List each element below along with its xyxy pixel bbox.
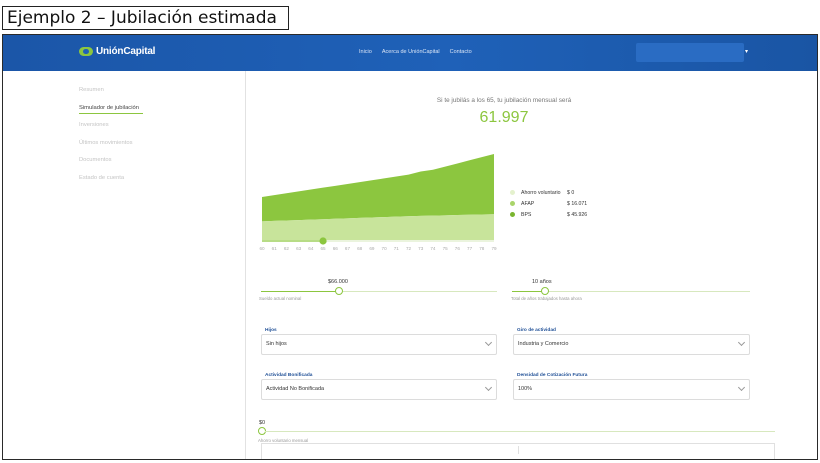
years-slider-track[interactable] [545,291,750,292]
nav-link-acerca[interactable]: Acerca de UniónCapital [381,49,440,55]
bottom-panel [261,443,775,459]
hijos-label: Hijos [264,328,278,333]
sidebar-item-label: Simulador de jubilación [79,104,139,111]
actividad-label: Actividad Bonificada [264,373,314,378]
chevron-down-icon [484,338,493,347]
legend-value: $ 16.071 [567,200,588,207]
sidebar-item-simulador[interactable]: Simulador de jubilación [79,105,239,123]
x-tick-label: 65 [320,246,326,251]
x-tick-label: 63 [296,246,302,251]
densidad-value: 100% [518,386,533,392]
salary-slider-track[interactable] [338,291,497,292]
top-navbar: UniónCapital Inicio Acerca de UniónCapit… [3,35,817,71]
giro-value: Industria y Comercio [518,341,569,347]
sidebar-divider [245,71,246,459]
user-menu-caret-icon[interactable]: ▾ [745,49,749,55]
x-tick-label: 79 [491,246,497,251]
hijos-select[interactable]: Hijos Sin hijos [261,328,497,355]
x-tick-label: 67 [345,246,351,251]
actividad-select[interactable]: Actividad Bonificada Actividad No Bonifi… [261,373,497,400]
pension-amount: 61.997 [479,109,529,126]
x-tick-label: 71 [394,246,400,251]
selected-age-handle [319,237,327,245]
x-tick-label: 70 [382,246,388,251]
legend-dot-afap [510,201,515,206]
years-slider-handle[interactable] [541,287,550,295]
sidebar-item-inversiones[interactable]: Inversiones [79,122,109,128]
x-tick-label: 68 [357,246,363,251]
actividad-value: Actividad No Bonificada [266,386,325,392]
result-headline: Si te jubilás a los 65, tu jubilación me… [436,97,572,104]
logo[interactable]: UniónCapital [79,46,155,57]
x-tick-label: 77 [467,246,473,251]
chart-legend: Ahorro voluntario $ 0 AFAP $ 16.071 BPS … [510,187,587,220]
x-tick-label: 69 [369,246,375,251]
x-tick-label: 60 [259,246,265,251]
nav-link-inicio[interactable]: Inicio [359,49,372,55]
x-tick-label: 78 [479,246,485,251]
salary-slider-value: $66.000 [328,279,348,285]
giro-label: Giro de actividad [516,328,557,333]
legend-label: AFAP [521,200,535,207]
legend-item-bps: BPS $ 45.926 [510,209,587,220]
ahorro-voluntario-value: $0 [259,420,266,426]
giro-select[interactable]: Giro de actividad Industria y Comercio [513,328,750,355]
densidad-label: Densidad de Cotización Futura [516,373,589,378]
user-menu[interactable] [636,43,744,62]
sidebar-item-estado-cuenta[interactable]: Estado de cuenta [79,174,125,181]
series-area-afap [262,214,494,240]
salary-slider-handle[interactable] [334,287,343,295]
x-tick-label: 62 [284,246,290,251]
caption-box: Ejemplo 2 – Jubilación estimada [2,6,289,30]
legend-dot-ahorro [510,190,515,195]
sidebar-item-documentos[interactable]: Documentos [79,157,112,163]
x-tick-label: 73 [418,246,424,251]
legend-value: $ 45.926 [567,211,588,218]
series-area-bps [262,154,494,222]
x-tick-label: 74 [430,246,436,251]
chevron-down-icon [737,383,746,392]
x-tick-label: 61 [272,246,278,251]
hijos-value: Sin hijos [266,341,287,347]
ahorro-voluntario-slider-track[interactable] [265,431,775,432]
sidebar-item-resumen[interactable]: Resumen [79,87,104,93]
projection-area-chart[interactable]: 60 61 62 63 64 65 66 67 68 69 70 71 72 73 74 75 76 77 78 79 [258,150,498,254]
legend-item-afap: AFAP $ 16.071 [510,198,587,209]
salary-slider-fill [261,291,339,292]
x-tick-label: 75 [443,246,449,251]
legend-label: BPS [521,211,532,218]
caption-title: Ejemplo 2 – Jubilación estimada [7,8,277,28]
years-slider-caption: Total de años trabajados hasta ahora [511,296,582,301]
sidebar-item-movimientos[interactable]: Últimos movimientos [79,139,133,146]
chevron-down-icon [737,338,746,347]
x-tick-label: 66 [333,246,339,251]
main-nav: Inicio Acerca de UniónCapital Contacto [359,49,472,55]
x-tick-label: 72 [406,246,412,251]
browser-frame: UniónCapital Inicio Acerca de UniónCapit… [2,34,818,460]
active-underline [79,112,143,114]
chevron-down-icon [484,383,493,392]
legend-value: $ 0 [567,189,575,196]
x-tick-label: 64 [308,246,314,251]
salary-slider-caption: Sueldo actual nominal [259,296,302,301]
bottom-panel-divider [518,446,519,454]
nav-link-contacto[interactable]: Contacto [449,49,472,55]
densidad-select[interactable]: Densidad de Cotización Futura 100% [513,373,750,400]
logo-mark-icon [79,47,93,56]
years-slider-value: 10 años [532,279,552,285]
legend-label: Ahorro voluntario [521,189,561,196]
sidebar: Resumen Simulador de jubilación Inversio… [79,87,239,192]
x-tick-label: 76 [455,246,461,251]
years-slider-fill [512,291,546,292]
legend-dot-bps [510,212,515,217]
ahorro-voluntario-caption: Ahorro voluntario mensual [258,438,309,443]
legend-item-ahorro: Ahorro voluntario $ 0 [510,187,587,198]
logo-text: UniónCapital [96,46,156,57]
